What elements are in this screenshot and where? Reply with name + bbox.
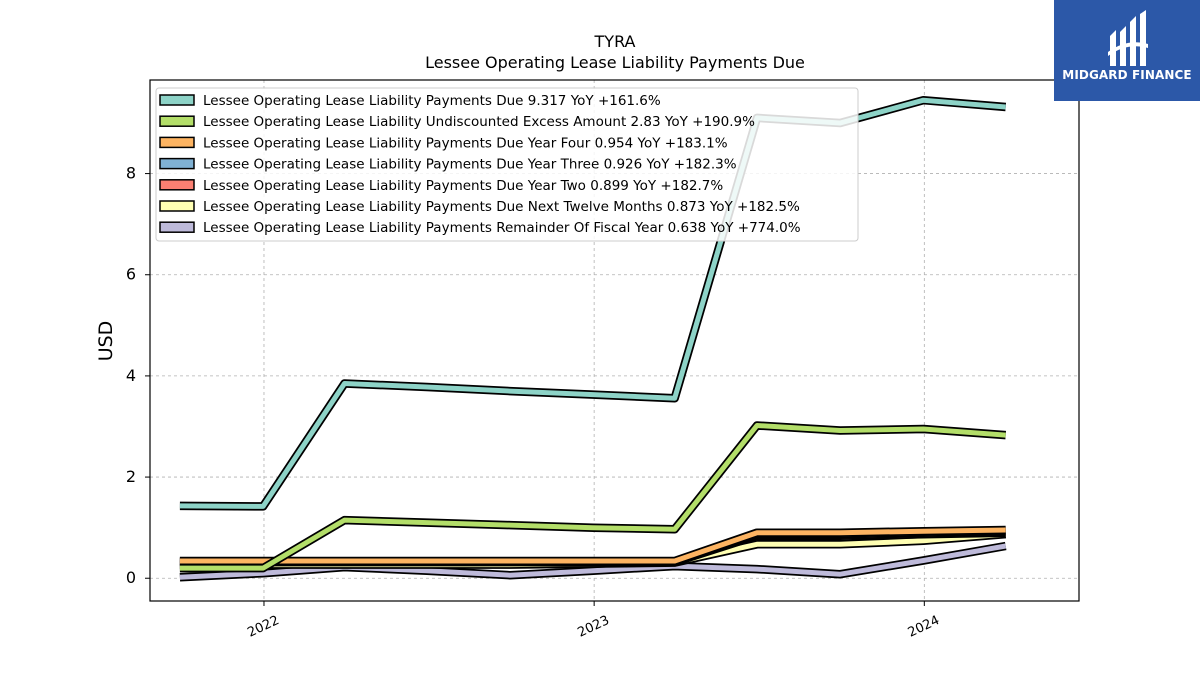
legend-swatch (159, 157, 195, 170)
legend-item: Lessee Operating Lease Liability Payment… (159, 157, 737, 173)
legend-label: Lessee Operating Lease Liability Undisco… (203, 114, 755, 130)
x-tick-label: 2024 (906, 613, 942, 641)
x-tick-label: 2022 (245, 613, 281, 641)
legend-item: Lessee Operating Lease Liability Undisco… (159, 114, 755, 130)
series-lessee-operating-lease-liability-payments-due-year-four (179, 525, 1006, 566)
legend-item: Lessee Operating Lease Liability Payment… (159, 135, 728, 151)
y-tick-label: 6 (126, 265, 136, 284)
y-tick-label: 4 (126, 366, 136, 385)
legend-swatch (159, 221, 195, 233)
legend: Lessee Operating Lease Liability Payment… (155, 87, 859, 242)
x-tick-label: 2023 (576, 613, 612, 641)
brand-logo: MIDGARD FINANCE (1054, 0, 1200, 101)
legend-item: Lessee Operating Lease Liability Payment… (159, 178, 723, 194)
series-line (179, 543, 1007, 580)
legend-label: Lessee Operating Lease Liability Payment… (203, 135, 728, 151)
legend-label: Lessee Operating Lease Liability Payment… (203, 220, 801, 236)
legend-label: Lessee Operating Lease Liability Payment… (203, 199, 800, 215)
legend-item: Lessee Operating Lease Liability Payment… (159, 220, 801, 236)
y-tick-label: 8 (126, 164, 136, 183)
y-axis-label: USD (95, 321, 117, 362)
chart-subtitle: Lessee Operating Lease Liability Payment… (425, 53, 805, 72)
brand-mark-icon (1108, 10, 1148, 66)
chart-title: TYRA (594, 32, 636, 51)
series-lessee-operating-lease-liability-payments-remainder-of-fiscal-year (179, 541, 1007, 582)
legend-item: Lessee Operating Lease Liability Payment… (159, 199, 800, 215)
legend-label: Lessee Operating Lease Liability Payment… (203, 93, 661, 109)
y-tick-label: 0 (126, 568, 136, 587)
legend-swatch (159, 179, 195, 191)
legend-box (155, 87, 859, 242)
brand-name: MIDGARD FINANCE (1062, 68, 1192, 82)
legend-swatch (159, 115, 195, 127)
series-line (179, 97, 1006, 509)
legend-label: Lessee Operating Lease Liability Payment… (203, 178, 723, 194)
legend-swatch (159, 136, 195, 149)
series-lessee-operating-lease-liability-undiscounted-excess-amount (179, 421, 1007, 573)
y-tick-label: 2 (126, 467, 136, 486)
series-line (179, 527, 1006, 564)
plot-frame (149, 79, 1080, 602)
legend-item: Lessee Operating Lease Liability Payment… (159, 93, 661, 109)
legend-label: Lessee Operating Lease Liability Payment… (203, 157, 737, 173)
series-lines (179, 95, 1007, 582)
legend-swatch (159, 94, 195, 106)
series-lessee-operating-lease-liability-payments-due (179, 95, 1007, 511)
series-line (179, 423, 1006, 571)
legend-swatch (159, 200, 195, 212)
